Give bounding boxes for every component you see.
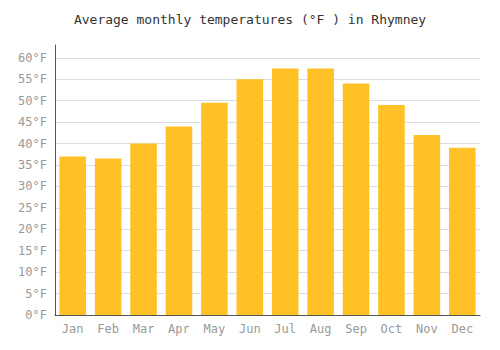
svg-text:Jun: Jun <box>239 322 261 336</box>
svg-text:Feb: Feb <box>97 322 119 336</box>
svg-text:Oct: Oct <box>381 322 403 336</box>
svg-text:0°F: 0°F <box>25 308 47 322</box>
svg-text:Jan: Jan <box>62 322 84 336</box>
svg-text:30°F: 30°F <box>18 179 47 193</box>
svg-text:Dec: Dec <box>451 322 473 336</box>
svg-text:35°F: 35°F <box>18 158 47 172</box>
svg-text:Apr: Apr <box>168 322 190 336</box>
svg-text:Mar: Mar <box>133 322 155 336</box>
svg-text:25°F: 25°F <box>18 201 47 215</box>
svg-text:50°F: 50°F <box>18 94 47 108</box>
svg-text:40°F: 40°F <box>18 137 47 151</box>
svg-text:May: May <box>204 322 226 336</box>
svg-text:Aug: Aug <box>310 322 332 336</box>
svg-text:45°F: 45°F <box>18 115 47 129</box>
svg-text:5°F: 5°F <box>25 287 47 301</box>
svg-text:60°F: 60°F <box>18 51 47 65</box>
svg-text:Average monthly temperatures (: Average monthly temperatures (°F ) in Rh… <box>74 12 426 27</box>
svg-text:15°F: 15°F <box>18 244 47 258</box>
svg-text:Sep: Sep <box>345 322 367 336</box>
svg-text:55°F: 55°F <box>18 72 47 86</box>
svg-text:10°F: 10°F <box>18 265 47 279</box>
svg-text:20°F: 20°F <box>18 222 47 236</box>
svg-text:Jul: Jul <box>274 322 296 336</box>
svg-text:Nov: Nov <box>416 322 438 336</box>
